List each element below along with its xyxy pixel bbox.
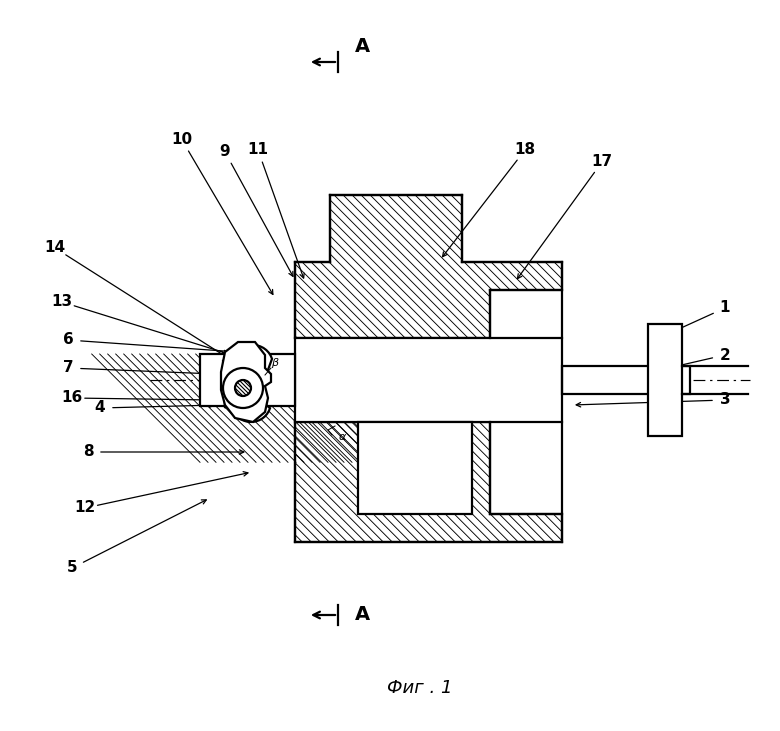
Text: 1: 1 — [720, 300, 730, 316]
Text: 12: 12 — [74, 501, 96, 515]
Bar — [648, 324, 682, 436]
Text: 3: 3 — [720, 393, 730, 407]
Text: 6: 6 — [62, 333, 73, 347]
Text: 18: 18 — [515, 143, 536, 157]
Text: А: А — [355, 37, 370, 56]
Polygon shape — [221, 342, 271, 422]
Bar — [358, 422, 472, 514]
Text: 17: 17 — [591, 154, 612, 170]
Text: $\beta$: $\beta$ — [271, 356, 280, 370]
Text: 8: 8 — [83, 444, 94, 460]
Text: 5: 5 — [66, 561, 77, 575]
Text: 2: 2 — [720, 347, 730, 363]
Bar — [562, 366, 690, 394]
Text: 9: 9 — [220, 145, 230, 159]
Circle shape — [235, 380, 251, 396]
Polygon shape — [223, 345, 272, 422]
Text: 11: 11 — [247, 143, 268, 157]
Text: А: А — [355, 605, 370, 624]
Bar — [295, 338, 562, 422]
Text: 7: 7 — [62, 360, 73, 376]
Bar — [200, 354, 295, 406]
Polygon shape — [295, 422, 562, 542]
Polygon shape — [295, 195, 562, 338]
Text: $\alpha$: $\alpha$ — [338, 432, 347, 442]
Text: 16: 16 — [62, 390, 83, 406]
Text: 13: 13 — [51, 295, 73, 309]
Text: 10: 10 — [172, 132, 193, 148]
Text: 14: 14 — [44, 240, 66, 256]
Circle shape — [223, 368, 263, 408]
Text: 4: 4 — [94, 401, 105, 415]
Text: Фиг . 1: Фиг . 1 — [387, 679, 452, 697]
